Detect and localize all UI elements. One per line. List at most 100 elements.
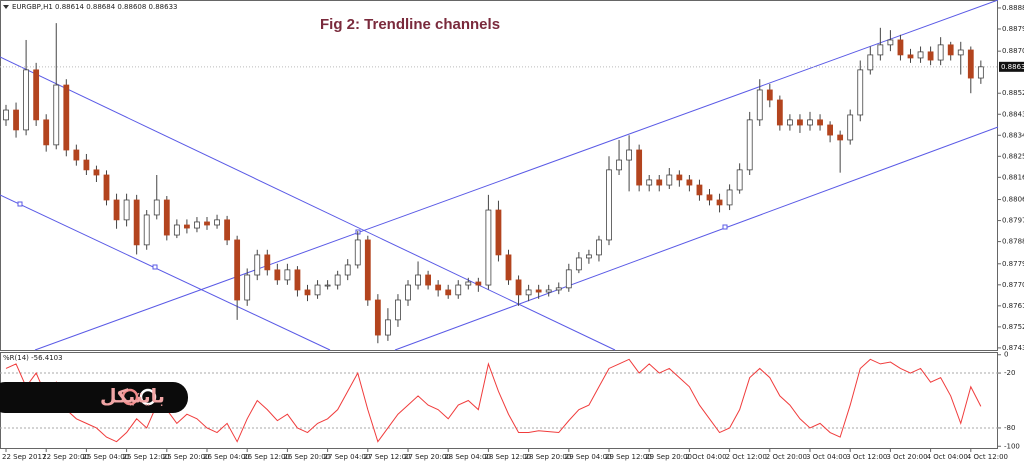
candle-body [957, 49, 964, 56]
candle-body [887, 39, 894, 46]
candle-body [43, 119, 50, 146]
candle-body [606, 169, 612, 241]
logo-icon [121, 388, 139, 406]
y-tick-label: 0.88700 [1002, 47, 1024, 55]
x-tick-label: 28 Sep 12:00 [484, 453, 531, 461]
x-tick-label: 27 Sep 04:00 [324, 453, 371, 461]
x-tick-label: 22 Sep 20:00 [42, 453, 89, 461]
candle-body [545, 289, 552, 293]
logo-background [0, 382, 188, 413]
candle-body [183, 224, 190, 229]
candle-body [3, 109, 9, 121]
candle-body [967, 49, 974, 79]
candle-body [947, 44, 954, 56]
candle-body [696, 184, 703, 196]
candle-body [525, 289, 532, 296]
candle-body [204, 221, 210, 226]
candle-body [224, 219, 231, 241]
candle-body [455, 284, 462, 296]
candle-body [927, 51, 934, 61]
candle-body [575, 257, 582, 271]
candle-body [797, 119, 803, 126]
candle-body [817, 119, 823, 126]
y-tick-label: 0.88250 [1002, 152, 1024, 160]
candle-body [555, 287, 562, 291]
x-tick-label: 29 Sep 12:00 [605, 453, 652, 461]
candle-body [274, 269, 281, 281]
candle-body [23, 69, 30, 131]
x-tick-label: 26 Sep 20:00 [283, 453, 330, 461]
logo-text: بایتیکل [100, 386, 165, 408]
candle-body [907, 54, 914, 59]
candle-body [837, 134, 844, 141]
candle-body [324, 284, 331, 287]
x-tick-label: 28 Sep 20:00 [525, 453, 572, 461]
candle-body [756, 89, 763, 121]
trendline [34, 0, 999, 351]
candle-body [173, 224, 180, 236]
y-tick-label: 0.87885 [1002, 238, 1024, 246]
trendline [394, 126, 999, 351]
candle-body [425, 274, 432, 286]
candle-body [405, 284, 411, 301]
candle-body [73, 149, 80, 161]
y-tick-label: 0 [1004, 351, 1008, 359]
candle-body [616, 159, 622, 171]
x-tick-label: 2 Oct 20:00 [766, 453, 807, 461]
x-tick-label: 27 Sep 12:00 [364, 453, 411, 461]
candle-body [395, 299, 401, 321]
y-tick-label: 0.87610 [1002, 302, 1024, 310]
candle-body [515, 279, 522, 296]
candle-body [746, 119, 753, 171]
current-price-label: 0.88633 [1001, 63, 1024, 71]
y-tick-label: 0.87520 [1002, 323, 1024, 331]
candle-body [847, 114, 854, 141]
candle-body [596, 239, 602, 256]
candle-body [666, 174, 673, 186]
logo-icon [139, 388, 157, 406]
current-price-box [999, 61, 1024, 72]
candle-body [314, 284, 321, 296]
candle-body [857, 69, 864, 116]
candle-body [776, 99, 783, 126]
candle-body [465, 281, 472, 286]
candle-body [304, 289, 311, 296]
y-tick-label: 0.88160 [1002, 173, 1024, 181]
trendline [0, 194, 331, 351]
candle-body [53, 84, 60, 146]
menu-arrow [3, 5, 9, 9]
candle-body [33, 69, 40, 121]
x-tick-label: 28 Sep 04:00 [444, 453, 491, 461]
trendline-anchor [17, 201, 23, 207]
candle-body [495, 209, 502, 256]
x-tick-label: 27 Sep 20:00 [404, 453, 451, 461]
candle-body [977, 66, 984, 79]
candle-body [284, 269, 291, 281]
x-tick-label: 26 Sep 12:00 [243, 453, 290, 461]
candle-body [676, 174, 683, 181]
y-tick-label: 0.87700 [1002, 281, 1024, 289]
x-tick-label: 25 Sep 20:00 [163, 453, 210, 461]
candle-body [505, 254, 512, 281]
candle-body [294, 269, 301, 291]
candle-body [254, 254, 261, 276]
candle-body [244, 274, 251, 301]
candle-body [364, 239, 371, 301]
candle-body [917, 51, 924, 59]
y-tick-label: 0.87430 [1002, 344, 1024, 352]
candle-body [807, 119, 813, 126]
candle-body [726, 189, 733, 206]
candle-body [485, 209, 492, 286]
candle-body [686, 179, 693, 186]
candle-body [766, 89, 773, 101]
y-tick-label: 0.88065 [1002, 196, 1024, 204]
x-tick-label: 26 Sep 04:00 [203, 453, 250, 461]
candle-body [13, 109, 19, 131]
trendline-anchor [722, 224, 728, 230]
x-tick-label: 25 Sep 12:00 [123, 453, 170, 461]
y-tick-label: 0.88795 [1002, 25, 1024, 33]
trendline-anchor [152, 264, 158, 270]
candle-body [123, 199, 130, 221]
candle-body [706, 194, 713, 201]
candle-body [113, 199, 120, 221]
